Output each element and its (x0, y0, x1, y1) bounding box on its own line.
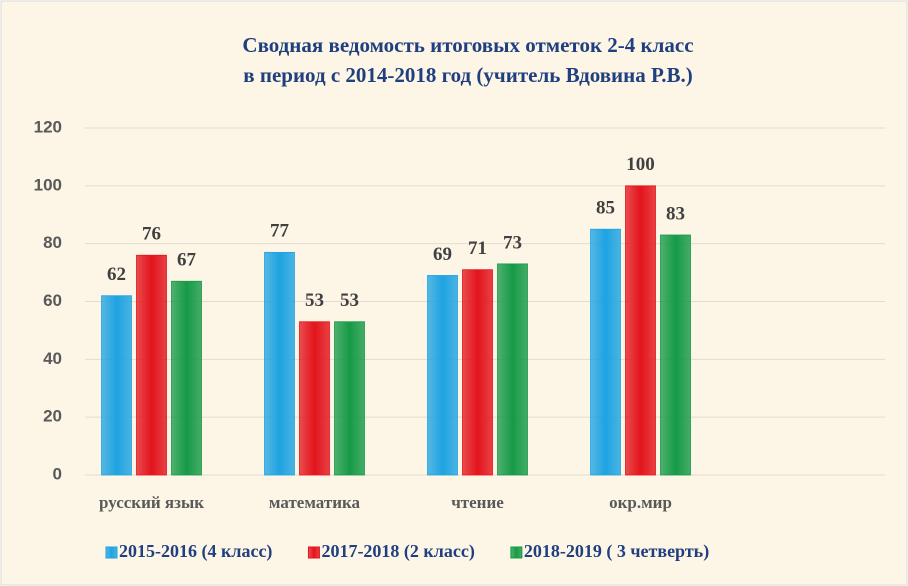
legend-marker (510, 546, 523, 559)
value-label: 73 (503, 232, 522, 253)
chart-title: в период с 2014-2018 год (учитель Вдовин… (243, 63, 692, 87)
y-tick-label: 80 (43, 233, 62, 252)
bar (427, 275, 458, 476)
legend-marker (105, 546, 118, 559)
legend-label: 2018-2019 ( 3 четверть) (524, 541, 709, 562)
x-tick-label: русский язык (99, 493, 204, 512)
bar (660, 234, 691, 476)
value-label: 83 (666, 203, 685, 224)
bar (497, 263, 528, 476)
bar (334, 321, 365, 476)
legend-label: 2017-2018 (2 класс) (321, 541, 474, 562)
y-tick-label: 20 (43, 407, 62, 426)
bar (625, 185, 656, 476)
y-tick-label: 40 (43, 349, 62, 368)
bar (462, 269, 493, 476)
value-label: 85 (596, 198, 615, 219)
bar (136, 254, 167, 476)
bar (299, 321, 330, 476)
bar (101, 295, 132, 476)
value-label: 62 (107, 264, 126, 285)
value-label: 53 (340, 290, 359, 311)
y-tick-label: 120 (34, 117, 62, 136)
x-tick-label: окр.мир (609, 493, 672, 512)
bar (590, 228, 621, 476)
y-tick-label: 60 (43, 291, 62, 310)
value-label: 100 (626, 154, 655, 175)
legend-label: 2015-2016 (4 класс) (119, 541, 272, 562)
y-tick-label: 0 (53, 464, 62, 483)
value-label: 69 (433, 244, 452, 265)
value-label: 67 (177, 250, 197, 271)
y-tick-label: 100 (34, 175, 62, 194)
x-tick-label: чтение (451, 493, 504, 512)
x-tick-label: математика (269, 493, 361, 512)
chart-title: Сводная ведомость итоговых отметок 2-4 к… (242, 33, 693, 57)
legend-marker (307, 546, 320, 559)
bar (171, 280, 202, 476)
value-label: 71 (468, 238, 487, 259)
bar (264, 251, 295, 476)
value-label: 76 (142, 224, 161, 245)
value-label: 53 (305, 290, 324, 311)
value-label: 77 (270, 221, 290, 242)
